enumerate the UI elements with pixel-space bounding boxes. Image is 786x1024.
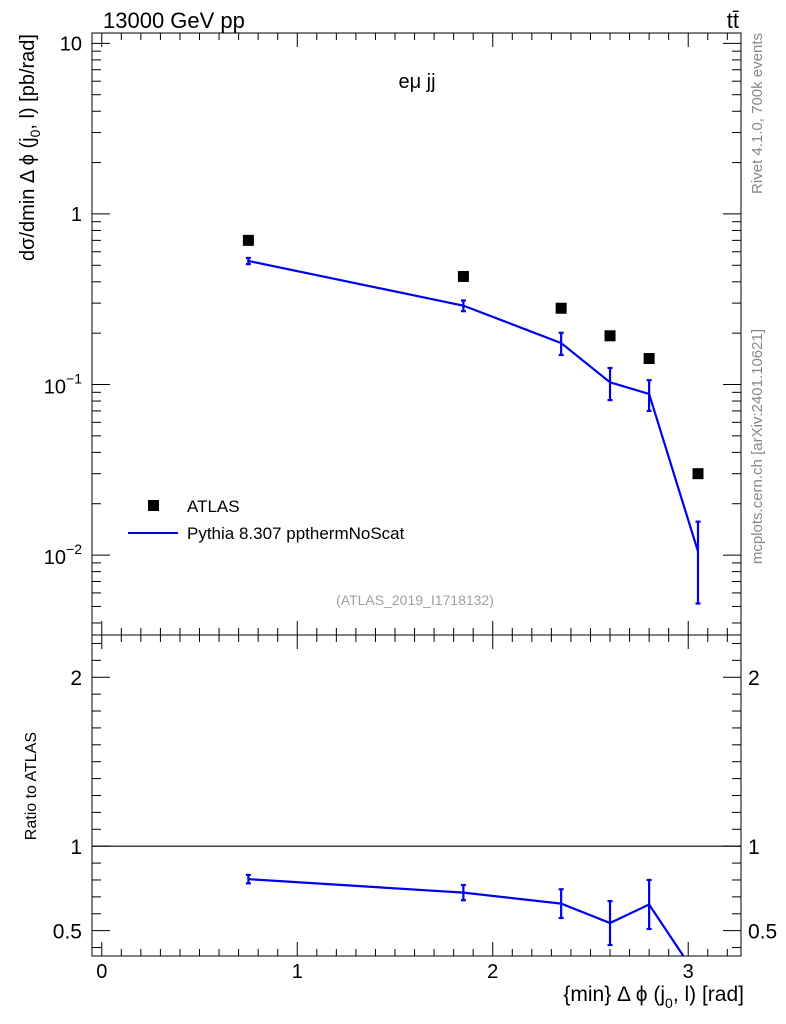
atlas-data-point — [242, 234, 254, 246]
ratio-y-tick-label: 2 — [70, 667, 82, 690]
main-y-axis-label-part1: dσ/dmin Δ ϕ (j — [17, 137, 39, 261]
main-y-axis-label-sub: 0 — [27, 129, 43, 137]
main-y-tick-label-exponent: −1 — [66, 371, 82, 387]
atlas-data-point — [604, 330, 616, 342]
legend-label-atlas: ATLAS — [187, 497, 240, 516]
main-y-tick-label: 10−2 — [44, 541, 82, 569]
ratio-series-clipped — [245, 873, 685, 956]
ratio-y-tick-label: 1 — [70, 836, 82, 859]
main-y-tick-label: 10 — [60, 33, 82, 55]
main-y-tick-label: 10−1 — [44, 371, 82, 399]
x-tick-label: 1 — [292, 961, 303, 983]
beam-label: 13000 GeV pp — [103, 8, 245, 33]
selection-title: eμ jj — [398, 71, 435, 93]
x-axis-label-sub: 0 — [665, 995, 673, 1011]
pythia-line — [248, 259, 700, 552]
main-y-tick-label: 1 — [71, 204, 82, 226]
source-label: mcplots.cern.ch [arXiv:2401.10621] — [749, 329, 766, 564]
main-y-tick-label-base: 10 — [44, 377, 66, 399]
ratio-series-layer — [245, 873, 685, 956]
legend: ATLAS Pythia 8.307 ppthermNoScat — [128, 497, 405, 543]
legend-label-pythia: Pythia 8.307 ppthermNoScat — [187, 524, 405, 543]
analysis-label: (ATLAS_2019_I1718132) — [336, 592, 494, 608]
atlas-data-point — [692, 468, 704, 480]
main-y-axis-label: dσ/dmin Δ ϕ (j0, l) [pb/rad] — [17, 34, 43, 261]
rivet-version-label: Rivet 4.1.0, 700k events — [749, 33, 766, 194]
main-y-tick-label-base: 10 — [44, 547, 66, 569]
ratio-y-tick-label-right: 2 — [748, 667, 760, 690]
x-tick-label: 0 — [96, 961, 107, 983]
x-tick-labels: 0 1 2 3 — [96, 961, 694, 983]
atlas-data-point — [555, 302, 567, 314]
x-tick-label: 3 — [683, 961, 694, 983]
main-y-axis-label-part2: , l) [pb/rad] — [17, 34, 39, 130]
main-y-tick-label-exponent: −2 — [66, 541, 82, 557]
x-axis-label-part1: {min} Δ ϕ (j — [563, 983, 665, 1006]
atlas-data-point — [643, 353, 655, 365]
x-tick-label: 2 — [487, 961, 498, 983]
ratio-y-tick-labels: 0.5 0.5 1 1 2 2 — [53, 667, 777, 943]
ratio-y-tick-label: 0.5 — [53, 921, 82, 944]
x-axis-label: {min} Δ ϕ (j0, l) [rad] — [563, 983, 744, 1011]
main-series-layer — [242, 234, 704, 605]
ratio-y-tick-label-right: 1 — [748, 836, 760, 859]
atlas-data-point — [457, 270, 469, 282]
main-panel-frame — [91, 32, 742, 636]
ratio-y-axis-label: Ratio to ATLAS — [23, 732, 40, 840]
x-axis-label-part2: , l) [rad] — [673, 983, 744, 1006]
legend-marker-atlas — [148, 500, 159, 511]
ratio-pythia-line — [248, 878, 685, 956]
main-axis-ticks — [92, 33, 741, 635]
ratio-y-tick-label-right: 0.5 — [748, 921, 777, 944]
process-label: tt̄ — [727, 8, 739, 33]
